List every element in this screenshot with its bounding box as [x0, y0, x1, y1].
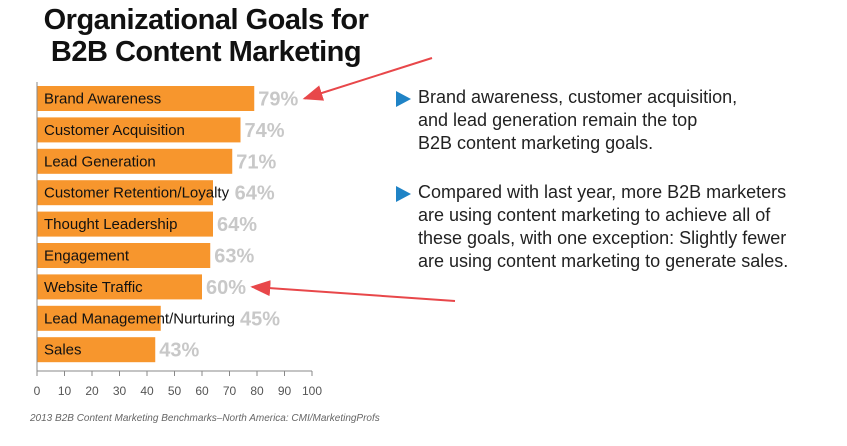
bar-value-label: 71%: [236, 151, 276, 173]
bar-value-label: 74%: [245, 120, 285, 142]
bar: [37, 305, 161, 331]
bullet-text: Compared with last year, more B2B market…: [418, 182, 789, 271]
bar-category-label: Customer Acquisition: [44, 122, 185, 139]
callout-arrow: [250, 280, 456, 302]
x-tick-label: 30: [113, 384, 127, 398]
bar-category-label: Sales: [44, 342, 82, 359]
bullet-list: Brand awareness, customer acquisition, a…: [396, 86, 836, 299]
bar-category-label: Lead Generation: [44, 153, 156, 170]
x-tick-label: 80: [250, 384, 264, 398]
bullet-item: Brand awareness, customer acquisition, a…: [396, 86, 836, 155]
triangle-bullet-icon: [396, 186, 411, 202]
bar-value-label: 45%: [240, 308, 280, 330]
x-tick-label: 10: [58, 384, 72, 398]
bar-category-label: Thought Leadership: [44, 216, 177, 233]
bullet-text: Brand awareness, customer acquisition, a…: [418, 87, 738, 153]
x-tick-label: 60: [195, 384, 209, 398]
chart-title: Organizational Goals for B2B Content Mar…: [26, 4, 386, 68]
x-tick-label: 40: [140, 384, 154, 398]
x-tick-label: 50: [168, 384, 182, 398]
x-tick-label: 20: [85, 384, 99, 398]
bar: [37, 180, 213, 206]
bar: [37, 117, 241, 143]
bar-category-label: Brand Awareness: [44, 91, 161, 108]
bar-value-label: 79%: [258, 89, 298, 111]
bar-value-label: 60%: [206, 277, 246, 299]
bar: [37, 337, 156, 363]
triangle-bullet-icon: [396, 91, 411, 107]
bar-category-label: Website Traffic: [44, 279, 143, 296]
x-tick-label: 100: [302, 384, 322, 398]
bar: [37, 86, 255, 111]
bar-category-label: Lead Management/Nurturing: [44, 310, 235, 327]
x-tick-label: 90: [278, 384, 292, 398]
bar-value-label: 63%: [214, 246, 254, 268]
bar-value-label: 43%: [159, 340, 199, 362]
x-tick-label: 70: [223, 384, 237, 398]
x-tick-label: 0: [34, 384, 41, 398]
bar: [37, 243, 211, 268]
bar: [37, 274, 202, 300]
bullet-item: Compared with last year, more B2B market…: [396, 181, 836, 273]
bar: [37, 148, 233, 174]
bar-category-label: Engagement: [44, 248, 130, 265]
callout-arrow: [302, 57, 433, 101]
title-line-1: Organizational Goals for: [43, 4, 369, 36]
bar: [37, 211, 213, 237]
title-line-2: B2B Content Marketing: [50, 36, 362, 68]
bar-value-label: 64%: [235, 183, 275, 205]
source-note: 2013 B2B Content Marketing Benchmarks–No…: [30, 413, 380, 424]
bar-value-label: 64%: [217, 214, 257, 236]
bar-category-label: Customer Retention/Loyalty: [44, 185, 230, 202]
